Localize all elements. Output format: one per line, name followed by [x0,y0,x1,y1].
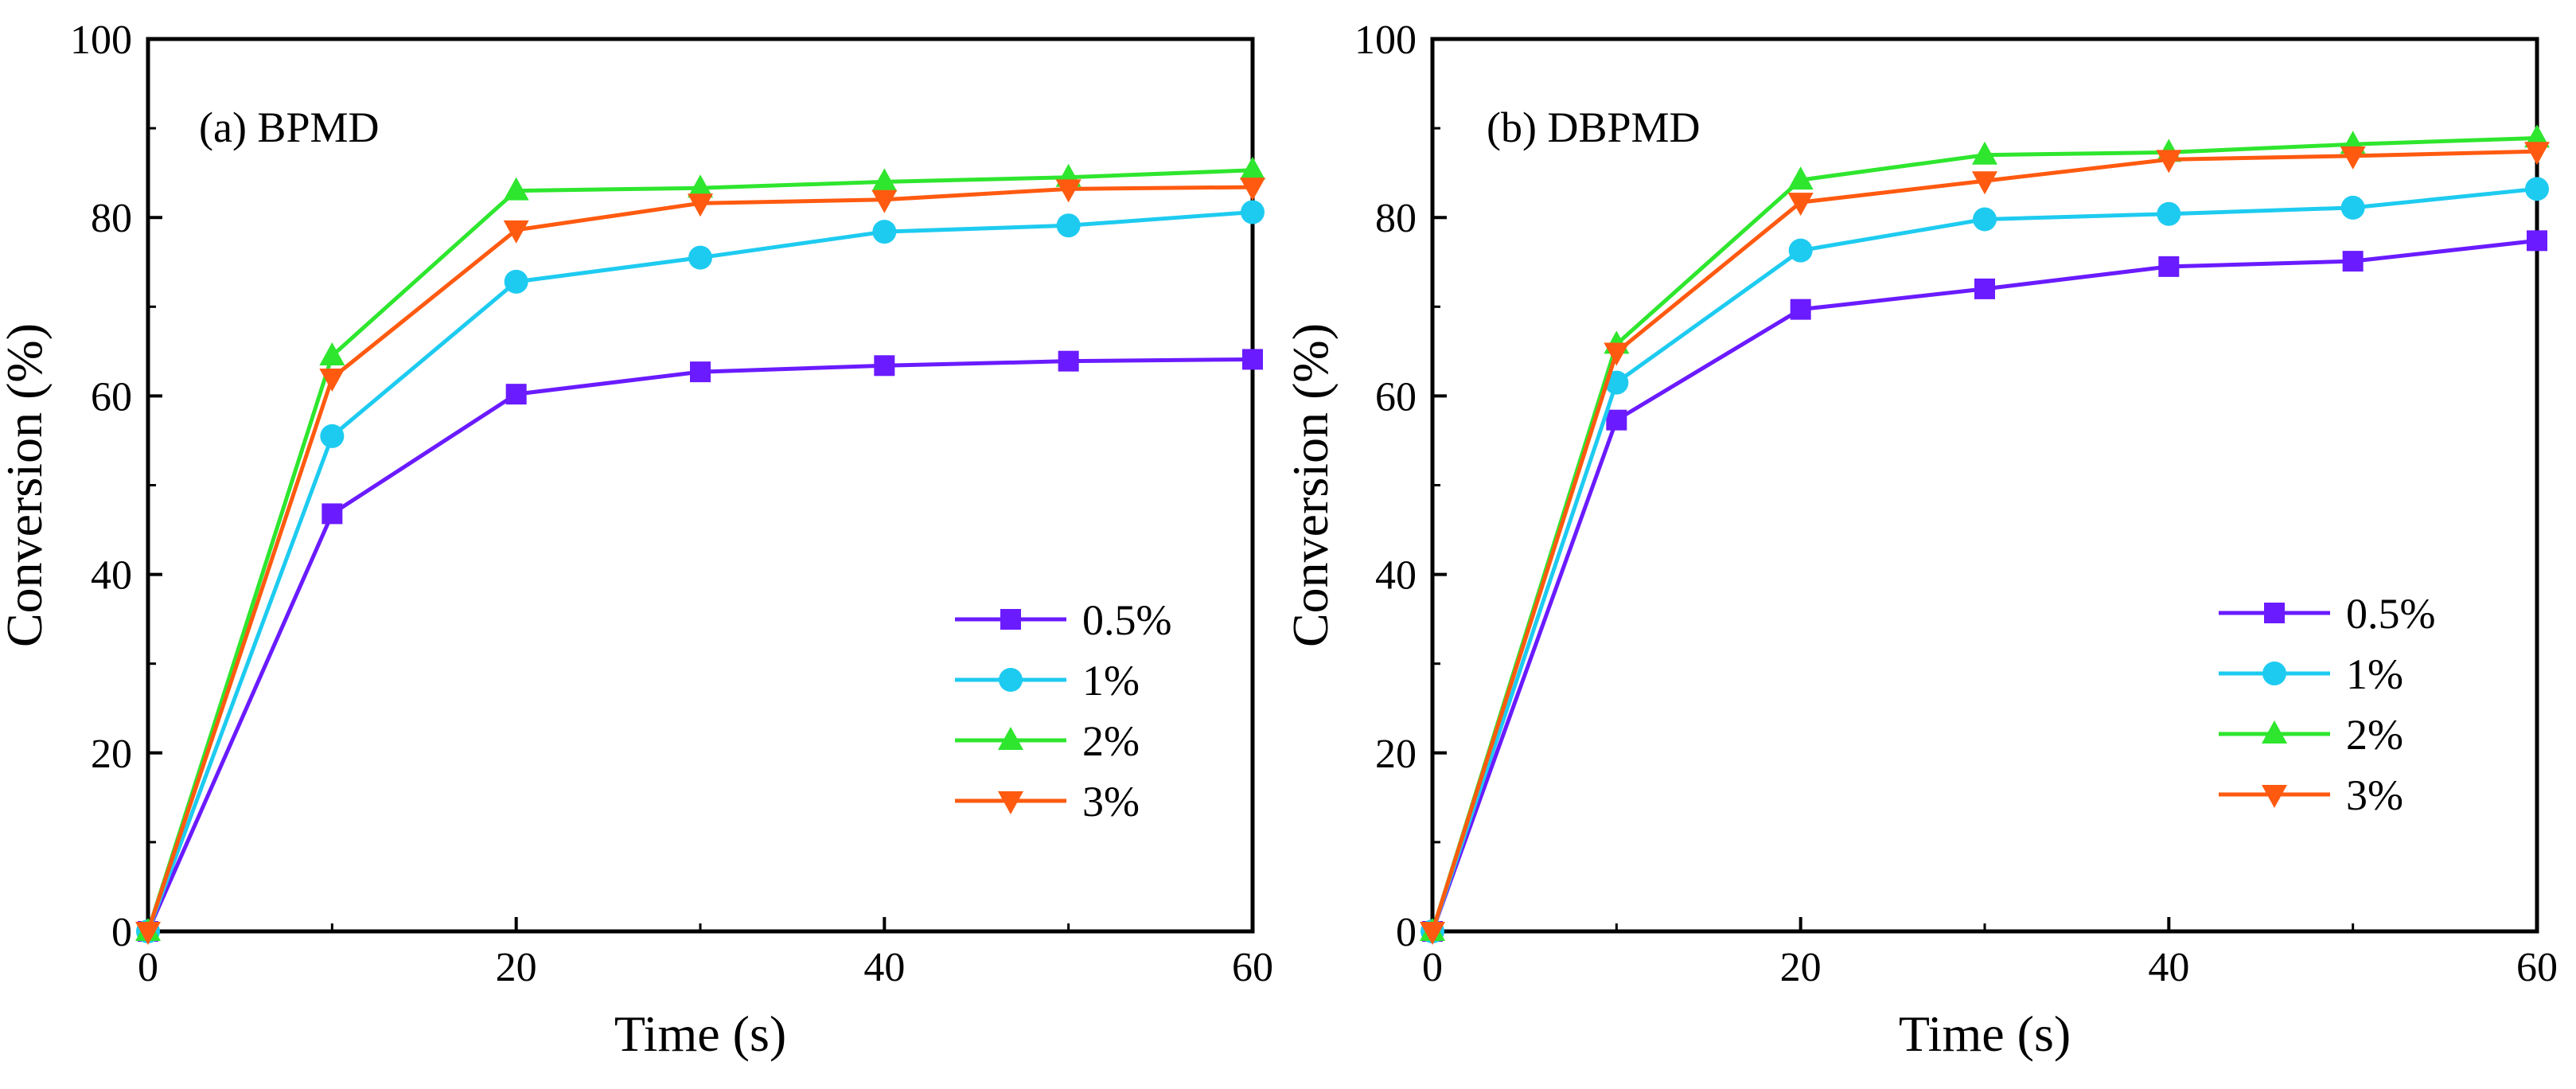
data-point-1% [688,245,712,270]
x-tick-label: 40 [863,945,905,990]
data-point-2% [1972,141,1997,165]
data-point-0.5% [1058,350,1079,372]
panel-label: (a) BPMD [199,103,380,151]
legend-marker [2264,603,2285,623]
data-point-1% [2525,177,2549,201]
data-point-1% [320,424,345,448]
data-point-0.5% [322,503,343,525]
y-tick-label: 20 [1375,732,1417,777]
legend-marker [2262,662,2286,685]
y-axis-title: Conversion (%) [0,323,53,647]
data-point-3% [1055,179,1081,203]
data-point-2% [503,177,529,201]
legend-label: 0.5% [2346,590,2435,638]
panel-label: (b) DBPMD [1487,103,1701,151]
data-point-3% [1604,342,1630,366]
data-point-1% [1056,213,1081,238]
legend-marker [998,727,1023,750]
data-point-0.5% [1790,299,1811,320]
data-point-1% [504,269,528,294]
legend-label: 1% [1082,657,1140,705]
data-point-1% [2157,201,2181,226]
data-point-2% [871,168,898,192]
series-line-1% [1430,186,2538,932]
data-point-1% [872,220,897,244]
data-point-3% [1972,171,1997,195]
data-point-3% [871,189,898,213]
data-point-0.5% [2342,251,2364,272]
x-tick-label: 40 [2148,945,2189,990]
y-tick-label: 80 [1375,196,1417,241]
y-tick-label: 100 [70,18,132,63]
y-tick-label: 40 [1375,553,1417,599]
series-line-0.5% [1430,238,2538,932]
y-tick-label: 0 [111,910,132,955]
legend-label: 2% [1082,717,1140,765]
data-point-1% [2340,195,2365,220]
data-point-0.5% [2158,256,2180,277]
y-tick-label: 20 [91,732,132,777]
x-tick-label: 20 [496,945,537,990]
y-tick-label: 100 [1354,18,1417,63]
data-point-2% [1240,156,1265,180]
data-point-3% [319,368,345,392]
x-tick-label: 0 [138,945,158,990]
x-tick-label: 60 [2516,945,2558,990]
data-point-1% [1241,200,1265,224]
data-point-3% [135,922,161,945]
legend-marker [1000,609,1021,630]
legend-marker [999,668,1023,692]
x-tick-label: 20 [1780,945,1822,990]
data-point-0.5% [874,355,895,377]
data-point-1% [1973,207,1997,232]
data-point-3% [688,193,713,217]
data-point-3% [1240,178,1265,201]
x-axis-title: Time (s) [1899,1005,2071,1062]
data-point-3% [2340,146,2366,170]
legend-marker [2262,720,2287,744]
legend-label: 0.5% [1082,596,1171,644]
data-point-2% [1787,166,1814,190]
chart-panel-a: 0 20 40 60 0 20 40 60 80 100 Time (s) Conversion (%… [0,18,1273,1062]
data-point-0.5% [1974,278,1995,299]
x-tick-label: 60 [1232,945,1273,990]
legend-marker [998,791,1023,814]
data-point-2% [319,342,345,365]
data-point-3% [2156,150,2182,174]
x-tick-label: 0 [1422,945,1443,990]
data-point-0.5% [505,384,527,405]
y-axis-title: Conversion (%) [1282,323,1339,647]
y-tick-label: 60 [1375,374,1417,420]
legend-label: 1% [2346,650,2403,698]
legend-marker [2262,785,2287,808]
data-point-0.5% [2527,230,2547,252]
legend-label: 3% [1082,778,1140,826]
data-point-1% [1788,238,1813,263]
series-line-0.5% [146,357,1253,933]
data-point-3% [503,220,529,244]
data-point-2% [2524,124,2550,148]
y-tick-label: 80 [91,196,132,241]
data-point-3% [1787,193,1814,217]
y-tick-label: 40 [91,553,132,599]
x-axis-title: Time (s) [614,1005,786,1062]
legend-label: 3% [2346,771,2403,819]
y-tick-label: 60 [91,374,132,420]
data-point-0.5% [1242,349,1263,370]
y-tick-label: 0 [1396,910,1417,955]
legend-label: 2% [2346,711,2403,759]
data-point-0.5% [1606,409,1627,431]
data-point-2% [688,174,713,198]
data-point-0.5% [690,361,711,383]
chart-panel-b: 0 20 40 60 0 20 40 60 80 100 Time (s) Conversion (%… [1282,18,2558,1062]
data-point-3% [1420,922,1445,945]
data-point-3% [2524,142,2550,166]
